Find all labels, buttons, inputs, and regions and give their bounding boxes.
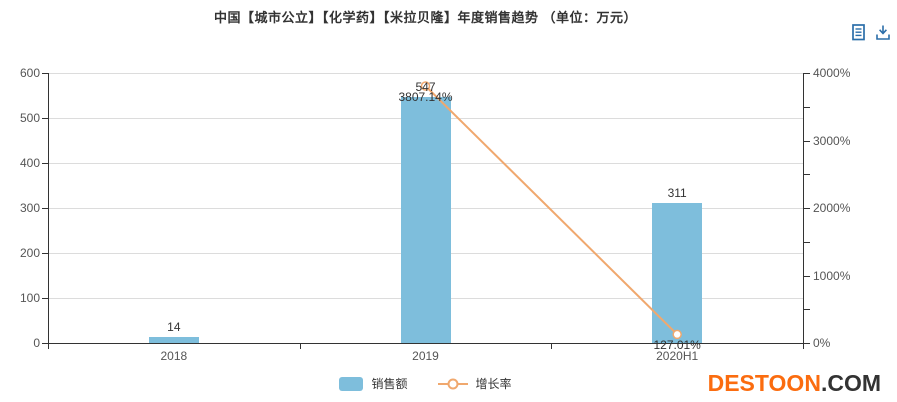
x-axis-category-label: 2018 <box>160 349 188 363</box>
y-axis-left-tick-label: 600 <box>19 66 40 80</box>
y-axis-right-tick-label: 3000% <box>813 133 851 148</box>
chart-title: 中国【城市公立】【化学药】【米拉贝隆】年度销售趋势 （单位：万元） <box>213 10 638 25</box>
watermark-suffix: .COM <box>820 370 881 396</box>
y-axis-left-tick-label: 300 <box>19 201 40 215</box>
axis-tick <box>299 344 301 349</box>
growth-rate-label: 127.01% <box>653 338 701 353</box>
watermark: DESTOON.COM <box>708 370 881 397</box>
axis-tick <box>804 309 810 311</box>
axis-tick <box>804 106 810 108</box>
legend-item-growth[interactable]: 增长率 <box>437 375 512 392</box>
bar-2018[interactable] <box>148 336 199 343</box>
y-axis-left-tick-label: 100 <box>19 291 40 305</box>
bar-swatch-icon <box>339 376 364 391</box>
axis-tick <box>804 275 810 277</box>
x-axis-line <box>48 343 804 344</box>
bar-value-label: 547 <box>415 79 436 94</box>
legend-label-sales: 销售额 <box>371 377 408 391</box>
x-axis-category-label: 2019 <box>412 349 439 363</box>
axis-tick <box>804 241 810 243</box>
legend-item-sales[interactable]: 销售额 <box>339 375 408 392</box>
toolbox <box>851 24 891 41</box>
circle-marker-icon <box>447 378 458 389</box>
legend: 销售额 增长率 <box>48 375 803 392</box>
bar-2019[interactable] <box>400 96 451 343</box>
y-axis-right-line <box>803 73 804 343</box>
y-axis-right-tick-label: 1000% <box>813 268 851 283</box>
data-view-icon[interactable] <box>851 24 867 41</box>
x-axis-category-label: 2020H1 <box>656 349 699 363</box>
y-axis-right-tick-label: 2000% <box>813 201 851 215</box>
axis-tick <box>48 344 49 349</box>
axis-tick <box>804 140 810 142</box>
y-axis-right-tick-label: 4000% <box>813 66 851 80</box>
y-axis-left-tick-label: 200 <box>19 246 40 260</box>
legend-label-growth: 增长率 <box>475 377 512 391</box>
axis-tick <box>42 298 48 299</box>
axis-tick <box>42 73 48 74</box>
y-axis-right-tick-label: 0% <box>813 336 831 350</box>
axis-tick <box>804 174 810 176</box>
bar-value-label: 311 <box>667 186 687 201</box>
bar-value-label: 14 <box>167 319 181 334</box>
axis-tick <box>804 343 810 344</box>
y-axis-left-tick-label: 400 <box>19 156 40 170</box>
watermark-brand: DESTOON <box>707 370 821 396</box>
grid-line <box>48 73 803 74</box>
bar-2020H1[interactable] <box>652 203 703 343</box>
y-axis-left-line <box>48 73 49 343</box>
growth-rate-label: 3807.14% <box>398 90 453 105</box>
axis-tick <box>804 73 810 74</box>
y-axis-left-tick-label: 500 <box>19 111 40 125</box>
axis-tick <box>42 163 48 164</box>
axis-tick <box>551 344 553 349</box>
download-icon[interactable] <box>875 24 891 41</box>
axis-tick <box>803 344 804 349</box>
y-axis-left-tick-label: 0 <box>33 336 40 350</box>
axis-tick <box>804 208 810 209</box>
axis-tick <box>42 208 48 209</box>
axis-tick <box>42 118 48 119</box>
line-swatch-icon <box>437 377 468 391</box>
axis-tick <box>42 343 48 344</box>
axis-tick <box>42 253 48 254</box>
